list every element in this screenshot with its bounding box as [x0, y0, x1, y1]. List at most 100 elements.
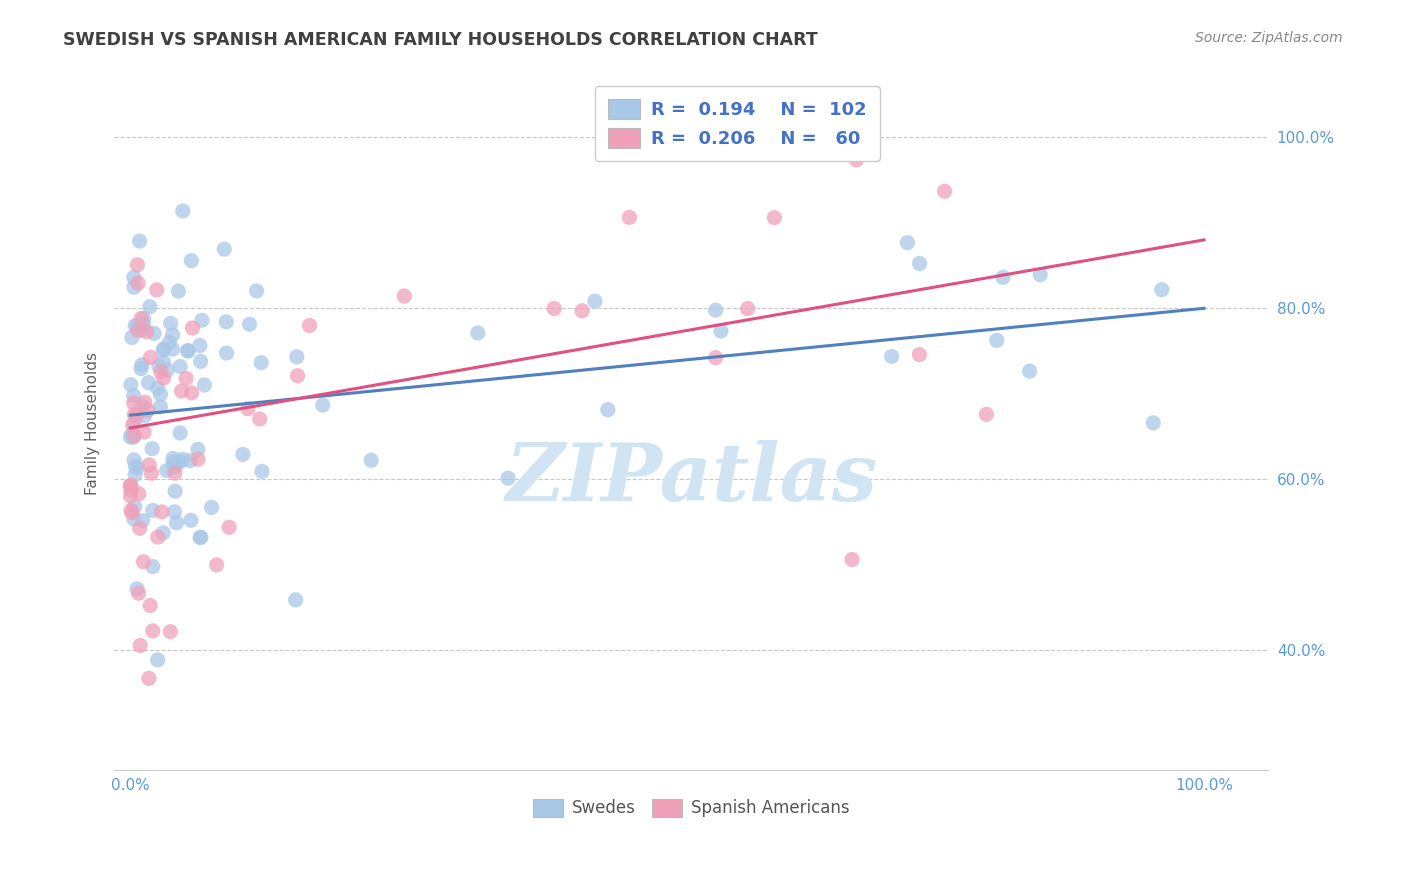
- Point: [129, 639, 152, 653]
- Point: [908, 256, 931, 270]
- Point: [236, 401, 259, 416]
- Point: [127, 460, 149, 475]
- Point: [139, 300, 162, 314]
- Point: [129, 323, 152, 337]
- Point: [124, 416, 146, 430]
- Point: [145, 283, 167, 297]
- Point: [176, 343, 198, 358]
- Point: [991, 270, 1014, 285]
- Point: [218, 520, 240, 534]
- Point: [250, 464, 273, 478]
- Point: [1142, 416, 1164, 430]
- Point: [132, 555, 155, 569]
- Point: [120, 503, 142, 517]
- Point: [394, 289, 416, 303]
- Point: [152, 371, 174, 385]
- Point: [763, 211, 786, 225]
- Point: [124, 467, 146, 482]
- Point: [143, 326, 166, 341]
- Point: [131, 514, 153, 528]
- Point: [128, 234, 150, 248]
- Point: [467, 326, 489, 340]
- Point: [187, 452, 209, 467]
- Point: [142, 503, 165, 517]
- Point: [136, 403, 159, 417]
- Point: [188, 338, 211, 352]
- Point: [124, 459, 146, 474]
- Point: [583, 294, 606, 309]
- Point: [179, 453, 201, 467]
- Point: [908, 347, 931, 361]
- Point: [127, 324, 149, 338]
- Point: [841, 552, 863, 566]
- Point: [129, 361, 152, 376]
- Point: [976, 408, 998, 422]
- Point: [124, 318, 146, 333]
- Point: [190, 354, 212, 368]
- Point: [149, 365, 172, 379]
- Point: [122, 453, 145, 467]
- Text: ZIPatlas: ZIPatlas: [505, 441, 877, 518]
- Point: [128, 586, 150, 600]
- Point: [120, 478, 142, 492]
- Point: [156, 363, 179, 377]
- Point: [287, 368, 309, 383]
- Point: [845, 153, 868, 167]
- Point: [150, 505, 173, 519]
- Point: [704, 351, 727, 365]
- Point: [156, 464, 179, 478]
- Text: Source: ZipAtlas.com: Source: ZipAtlas.com: [1195, 31, 1343, 45]
- Point: [120, 377, 142, 392]
- Point: [125, 582, 148, 596]
- Point: [619, 211, 641, 225]
- Point: [146, 381, 169, 395]
- Point: [141, 442, 163, 456]
- Point: [142, 559, 165, 574]
- Point: [121, 427, 143, 442]
- Point: [132, 318, 155, 332]
- Point: [162, 327, 184, 342]
- Point: [148, 359, 170, 373]
- Point: [180, 253, 202, 268]
- Point: [135, 325, 157, 339]
- Point: [284, 592, 307, 607]
- Point: [159, 624, 181, 639]
- Point: [124, 429, 146, 443]
- Point: [245, 284, 267, 298]
- Point: [146, 653, 169, 667]
- Point: [169, 359, 191, 374]
- Point: [121, 330, 143, 344]
- Point: [152, 343, 174, 357]
- Point: [120, 489, 142, 503]
- Point: [880, 350, 903, 364]
- Point: [169, 425, 191, 440]
- Point: [124, 408, 146, 422]
- Point: [543, 301, 565, 316]
- Point: [131, 399, 153, 413]
- Point: [177, 344, 200, 359]
- Point: [149, 387, 172, 401]
- Point: [131, 358, 153, 372]
- Point: [571, 303, 593, 318]
- Point: [214, 242, 236, 256]
- Point: [122, 388, 145, 402]
- Point: [191, 313, 214, 327]
- Point: [128, 487, 150, 501]
- Point: [205, 558, 228, 572]
- Point: [127, 276, 149, 290]
- Point: [162, 342, 184, 356]
- Point: [132, 311, 155, 326]
- Point: [159, 316, 181, 330]
- Point: [159, 335, 181, 350]
- Point: [165, 459, 187, 474]
- Point: [737, 301, 759, 316]
- Point: [120, 478, 142, 492]
- Point: [125, 408, 148, 422]
- Point: [122, 396, 145, 410]
- Point: [1018, 364, 1040, 378]
- Point: [141, 467, 163, 481]
- Point: [128, 320, 150, 334]
- Point: [163, 466, 186, 480]
- Point: [134, 409, 156, 423]
- Point: [169, 455, 191, 469]
